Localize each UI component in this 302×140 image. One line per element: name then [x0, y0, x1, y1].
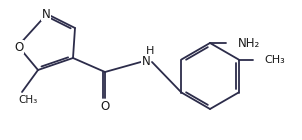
- Text: CH₃: CH₃: [265, 54, 285, 65]
- Text: N: N: [42, 8, 50, 20]
- Text: N: N: [142, 54, 150, 67]
- Text: CH₃: CH₃: [18, 95, 37, 105]
- Text: O: O: [14, 40, 24, 53]
- Text: NH₂: NH₂: [238, 37, 260, 50]
- Text: H: H: [146, 46, 154, 56]
- Text: O: O: [100, 100, 110, 113]
